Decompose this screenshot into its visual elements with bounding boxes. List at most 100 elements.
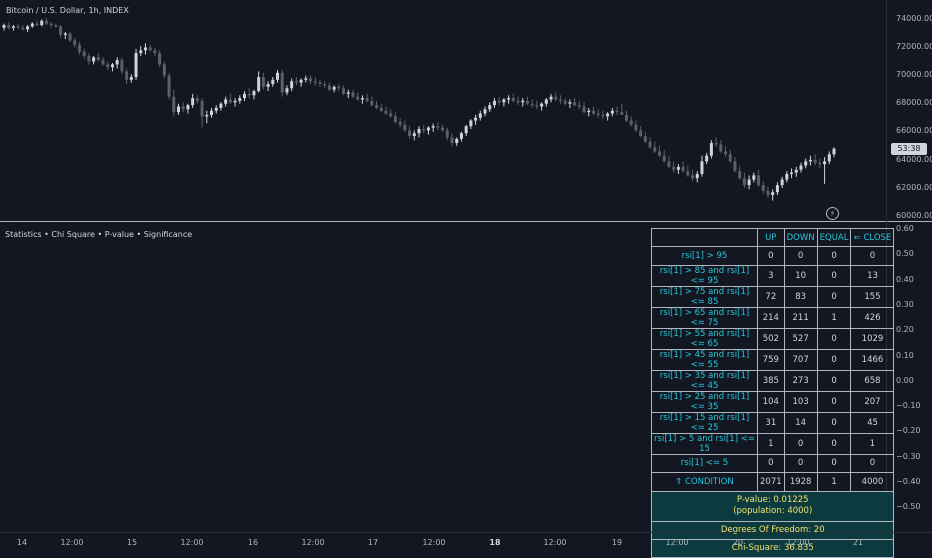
price-axis-label: 66000.00	[896, 126, 932, 136]
candle	[30, 22, 34, 28]
price-chart[interactable]	[0, 0, 932, 222]
price-axis-label: 68000.00	[896, 98, 932, 108]
candle	[681, 161, 685, 173]
price-axis-label: 60000.00	[896, 210, 932, 220]
candle	[535, 100, 539, 110]
candle	[110, 62, 114, 72]
table-row: rsi[1] > 65 and rsi[1] <= 75 214 211 1 426	[651, 306, 895, 329]
candle	[469, 119, 473, 129]
candle	[417, 126, 421, 138]
candle	[436, 121, 440, 131]
candle	[695, 171, 699, 183]
table-cell: UP	[757, 227, 785, 248]
table-header-row: UP DOWN EQUAL ⇐ CLOSE	[651, 227, 895, 248]
candle	[153, 47, 157, 56]
candle	[370, 96, 374, 107]
candle	[643, 131, 647, 144]
table-cell: 0	[850, 246, 895, 266]
candle	[625, 110, 628, 122]
candle	[761, 180, 765, 194]
candle	[398, 117, 402, 128]
symbol-title[interactable]: Bitcoin / U.S. Dollar, 1h, INDEX	[6, 6, 129, 15]
pvalue-row-text: (population: 4000)	[733, 506, 813, 517]
candle	[327, 82, 331, 92]
table-cell: 0	[816, 285, 852, 308]
time-axis[interactable]: 14 12:00 15 12:00 16 12:00 17 12:00 18 12:00 19 12:…	[0, 532, 932, 550]
table-row: rsi[1] > 95 0 0 0 0	[651, 246, 895, 266]
indicator-axis-label: 0.60	[896, 224, 914, 233]
table-row: rsi[1] > 25 and rsi[1] <= 35 104 103 0 207	[651, 390, 895, 413]
candle	[351, 89, 355, 99]
time-axis-label: 14	[16, 538, 28, 547]
candle	[191, 93, 195, 108]
candle	[214, 105, 218, 114]
lightning-icon[interactable]: ⚡	[826, 207, 839, 220]
candle	[44, 18, 48, 26]
table-cell: 0	[757, 246, 785, 266]
candle	[587, 107, 591, 117]
candle	[676, 164, 680, 174]
candlestick-plot[interactable]	[0, 0, 886, 222]
table-cell: 658	[850, 369, 895, 392]
pvalue-row-text: P-value: 0.01225	[736, 495, 809, 506]
table-cell: 31	[757, 411, 785, 434]
time-axis-label: 20	[732, 538, 744, 547]
table-row: rsi[1] > 15 and rsi[1] <= 25 31 14 0 45	[651, 411, 895, 434]
table-cell: 0	[816, 327, 852, 350]
candle	[375, 100, 379, 110]
table-cell: 155	[850, 285, 895, 308]
candle	[356, 92, 360, 101]
candle	[719, 140, 723, 153]
candle	[450, 133, 454, 146]
candle	[266, 81, 270, 92]
candle	[615, 106, 619, 115]
table-cell: 1	[816, 472, 852, 492]
pvalue-row: P-value: 0.01225 (population: 4000)	[650, 490, 895, 522]
statistics-table: UP DOWN EQUAL ⇐ CLOSE rsi[1] > 95 0 0 0 0 rsi[1] …	[650, 227, 895, 558]
candle	[257, 71, 261, 93]
candle	[313, 77, 317, 86]
candle	[549, 93, 553, 103]
candle	[228, 93, 232, 104]
table-cell: 1466	[850, 348, 895, 371]
candle	[82, 48, 86, 59]
candle	[403, 120, 407, 132]
candle	[261, 72, 265, 90]
candle	[158, 50, 162, 68]
candle	[115, 57, 119, 69]
candle	[426, 126, 430, 135]
candle	[323, 81, 327, 89]
candle	[752, 172, 756, 183]
time-axis-label: 19	[611, 538, 623, 547]
candle	[483, 106, 487, 117]
candle	[172, 89, 176, 117]
indicator-title[interactable]: Statistics • Chi Square • P-value • Sign…	[5, 230, 193, 239]
time-axis-label: 12:00	[60, 538, 84, 547]
candle	[705, 152, 709, 165]
candle	[77, 41, 81, 55]
table-cell: 0	[816, 246, 852, 266]
time-axis-label: 12:00	[422, 538, 446, 547]
table-cell: 426	[850, 306, 895, 329]
time-axis-label: 12:00	[786, 538, 810, 547]
candle	[582, 102, 586, 114]
candle	[728, 150, 732, 163]
candle	[21, 25, 25, 31]
table-cell: 0	[757, 453, 785, 474]
table-row-label	[651, 227, 758, 248]
candle	[474, 114, 478, 125]
table-cell: 707	[783, 348, 818, 371]
indicator-axis-label: −0.30	[896, 451, 921, 461]
indicator-axis-label: 0.00	[896, 375, 914, 385]
candle	[747, 175, 751, 190]
candle	[658, 145, 662, 158]
table-row-label: rsi[1] > 15 and rsi[1] <= 25	[651, 411, 758, 434]
candle	[441, 124, 445, 132]
pane-divider[interactable]	[0, 221, 932, 222]
table-cell: 502	[757, 327, 785, 350]
candle	[757, 169, 761, 187]
candle	[464, 124, 468, 137]
candle	[459, 131, 463, 142]
candle	[101, 57, 105, 66]
